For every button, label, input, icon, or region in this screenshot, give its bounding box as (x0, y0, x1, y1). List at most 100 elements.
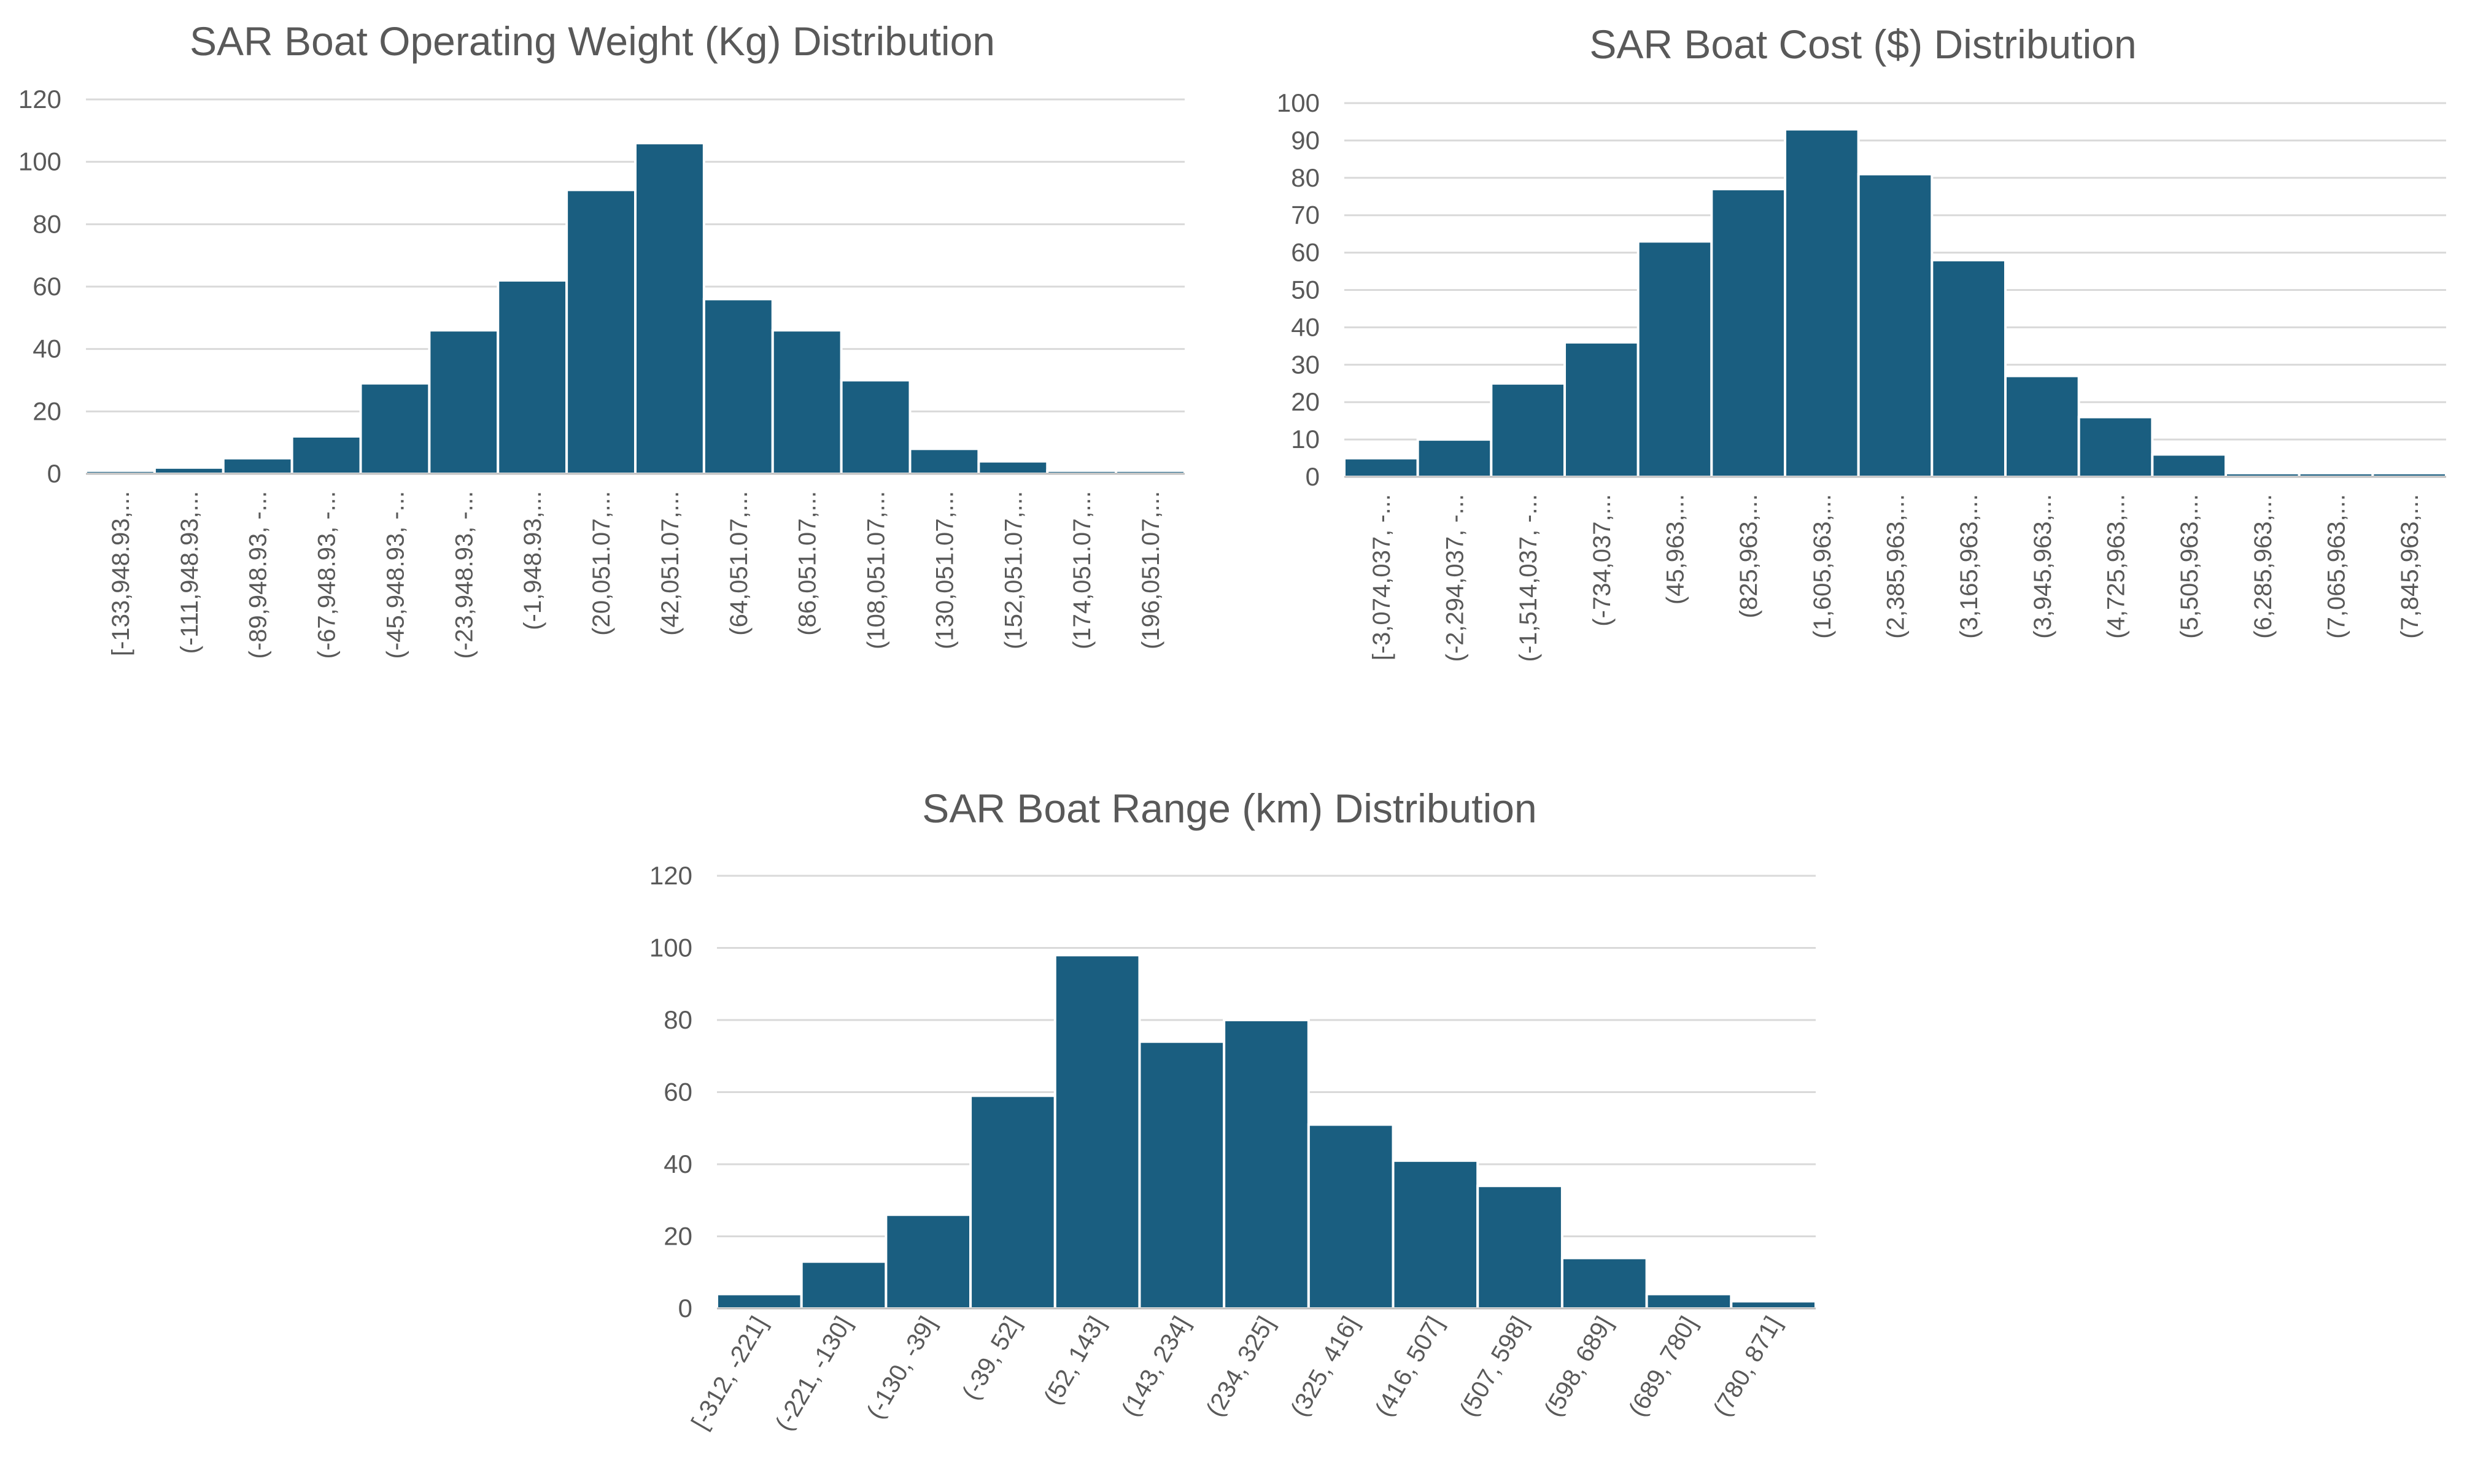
histogram-bar (1931, 258, 2007, 478)
x-category-label: (825,963,... (1735, 494, 1762, 618)
x-category-label: (-221, -130] (770, 1312, 857, 1436)
x-category-label: (196,051.07,... (1137, 491, 1164, 649)
x-category-label: (-1,514,037, -... (1515, 494, 1542, 662)
x-category-label: (7,845,963,... (2396, 494, 2423, 639)
chart-title: SAR Boat Cost ($) Distribution (1589, 21, 2136, 67)
x-category-label: (-1,948.93,... (519, 491, 546, 630)
x-category-label: (5,505,963,... (2176, 494, 2203, 639)
x-category-label: (86,051.07,... (794, 491, 821, 636)
histogram-bar (885, 1213, 972, 1310)
histogram-bar (1307, 1123, 1395, 1310)
histogram-bar (290, 435, 362, 475)
histogram-bar (1710, 188, 1786, 478)
y-tick-label: 30 (1291, 350, 1320, 379)
x-category-label: (780, 871] (1708, 1312, 1787, 1421)
histogram-bar (634, 142, 705, 475)
x-category-label: (52, 143] (1039, 1312, 1110, 1410)
x-category-label: [-3,074,037, -... (1368, 494, 1395, 660)
histogram-bar (1053, 954, 1141, 1310)
x-category-label: (325, 416] (1285, 1312, 1364, 1421)
histogram-bar (1636, 240, 1713, 478)
histogram-bar (969, 1094, 1056, 1310)
x-category-label: (-89,948.93, -... (245, 491, 272, 659)
x-category-label: (143, 234] (1117, 1312, 1195, 1421)
histogram-bar (1392, 1159, 1479, 1310)
y-tick-label: 50 (1291, 276, 1320, 304)
histogram-bar (1476, 1184, 1563, 1310)
chart-title: SAR Boat Range (km) Distribution (922, 786, 1536, 831)
histogram-bar (1138, 1040, 1226, 1310)
y-tick-label: 100 (649, 933, 692, 962)
y-tick-label: 60 (1291, 238, 1320, 267)
x-category-label: (-39, 52] (957, 1312, 1026, 1405)
y-tick-label: 120 (18, 85, 61, 114)
histogram-bar (565, 188, 637, 475)
histogram-bar (1857, 172, 1934, 478)
x-category-label: (234, 325] (1201, 1312, 1280, 1421)
y-tick-label: 20 (664, 1222, 692, 1251)
histogram-bar (1223, 1019, 1310, 1310)
cost-distribution-chart: SAR Boat Cost ($) Distribution 0 10 20 30 40 5… (1240, 0, 2467, 724)
x-category-label: [-133,948.93,... (107, 491, 134, 656)
histogram-bar (2077, 415, 2154, 478)
histogram-bar (2151, 453, 2228, 479)
weight-distribution-chart: SAR Boat Operating Weight (Kg) Distribut… (0, 0, 1228, 724)
histogram-bar (1490, 382, 1567, 478)
x-category-label: (-23,948.93, -... (451, 491, 478, 659)
histogram-bar (1784, 128, 1860, 478)
range-distribution-chart: SAR Boat Range (km) Distribution 0 20 40 60 8… (614, 761, 1842, 1484)
x-category-label: (-67,948.93, -... (314, 491, 341, 659)
x-category-label: (-45,948.93, -... (382, 491, 409, 659)
histogram-bar (1645, 1293, 1733, 1310)
x-category-label: (3,165,963,... (1956, 494, 1983, 639)
x-category-label: (416, 507] (1370, 1312, 1449, 1421)
histogram-bar (1343, 457, 1419, 478)
x-category-label: (6,285,963,... (2250, 494, 2277, 639)
weight-chart-svg: SAR Boat Operating Weight (Kg) Distribut… (18, 18, 1186, 659)
histogram-bar (428, 329, 500, 476)
y-tick-label: 0 (1306, 462, 1320, 491)
chart-title: SAR Boat Operating Weight (Kg) Distribut… (190, 18, 995, 64)
x-category-label: (-2,294,037, -... (1442, 494, 1469, 662)
y-tick-label: 100 (1277, 88, 1320, 117)
x-category-label: (20,051.07,... (588, 491, 615, 636)
x-category-label: (4,725,963,... (2103, 494, 2130, 639)
histogram-bar (716, 1293, 803, 1310)
y-tick-label: 40 (1291, 312, 1320, 341)
y-tick-label: 10 (1291, 425, 1320, 454)
x-category-label: (42,051.07,... (657, 491, 684, 636)
histogram-bar (702, 298, 774, 475)
range-chart-svg: SAR Boat Range (km) Distribution 0 20 40 60 8… (649, 786, 1818, 1436)
histogram-bar (1730, 1300, 1818, 1310)
y-tick-label: 80 (33, 209, 61, 238)
x-category-label: (-734,037,... (1589, 494, 1616, 627)
x-category-label: (152,051.07,... (1000, 491, 1027, 649)
y-tick-label: 40 (33, 334, 61, 363)
histogram-bar (1563, 341, 1640, 479)
y-tick-label: 120 (649, 861, 692, 890)
histogram-bar (1416, 438, 1493, 478)
x-category-label: (-130, -39] (862, 1312, 942, 1424)
x-category-label: (507, 598] (1455, 1312, 1533, 1421)
histogram-bar (153, 466, 225, 475)
histogram-bar (222, 457, 293, 475)
histogram-bar (840, 379, 912, 475)
histogram-bar (908, 447, 980, 475)
histogram-bar (800, 1260, 888, 1310)
x-category-label: (130,051.07,... (931, 491, 958, 649)
y-tick-label: 60 (33, 272, 61, 301)
histogram-bar (2004, 374, 2080, 478)
y-tick-label: 90 (1291, 126, 1320, 155)
x-category-label: (7,065,963,... (2323, 494, 2350, 639)
x-category-label: [-312, -221] (686, 1312, 772, 1434)
x-category-label: (45,963,... (1662, 494, 1689, 605)
y-tick-label: 20 (1291, 387, 1320, 416)
histogram-bar (359, 382, 431, 475)
x-category-label: (1,605,963,... (1809, 494, 1836, 639)
x-category-label: (2,385,963,... (1883, 494, 1910, 639)
y-tick-label: 70 (1291, 201, 1320, 230)
y-tick-label: 80 (664, 1005, 692, 1034)
x-category-label: (-111,948.93,... (176, 491, 203, 654)
x-category-label: (598, 689] (1539, 1312, 1617, 1421)
y-tick-label: 100 (18, 147, 61, 176)
